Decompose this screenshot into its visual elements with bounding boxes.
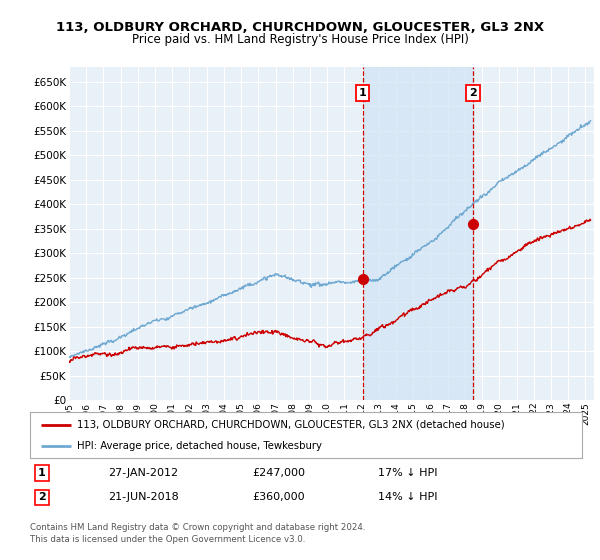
Bar [363, 67, 473, 400]
Text: 113, OLDBURY ORCHARD, CHURCHDOWN, GLOUCESTER, GL3 2NX (detached house): 113, OLDBURY ORCHARD, CHURCHDOWN, GLOUCE… [77, 419, 505, 430]
Text: 113, OLDBURY ORCHARD, CHURCHDOWN, GLOUCESTER, GL3 2NX: 113, OLDBURY ORCHARD, CHURCHDOWN, GLOUCE… [56, 21, 544, 34]
Text: 27-JAN-2012: 27-JAN-2012 [108, 468, 178, 478]
Text: 2: 2 [38, 492, 46, 502]
Text: £247,000: £247,000 [252, 468, 305, 478]
Text: Price paid vs. HM Land Registry's House Price Index (HPI): Price paid vs. HM Land Registry's House … [131, 32, 469, 46]
Text: 2: 2 [469, 88, 477, 98]
Text: 14% ↓ HPI: 14% ↓ HPI [378, 492, 437, 502]
Text: £360,000: £360,000 [252, 492, 305, 502]
Text: Contains HM Land Registry data © Crown copyright and database right 2024.: Contains HM Land Registry data © Crown c… [30, 523, 365, 532]
Text: 21-JUN-2018: 21-JUN-2018 [108, 492, 179, 502]
Text: HPI: Average price, detached house, Tewkesbury: HPI: Average price, detached house, Tewk… [77, 441, 322, 451]
Text: 1: 1 [38, 468, 46, 478]
Text: 1: 1 [359, 88, 367, 98]
Text: This data is licensed under the Open Government Licence v3.0.: This data is licensed under the Open Gov… [30, 535, 305, 544]
Text: 17% ↓ HPI: 17% ↓ HPI [378, 468, 437, 478]
